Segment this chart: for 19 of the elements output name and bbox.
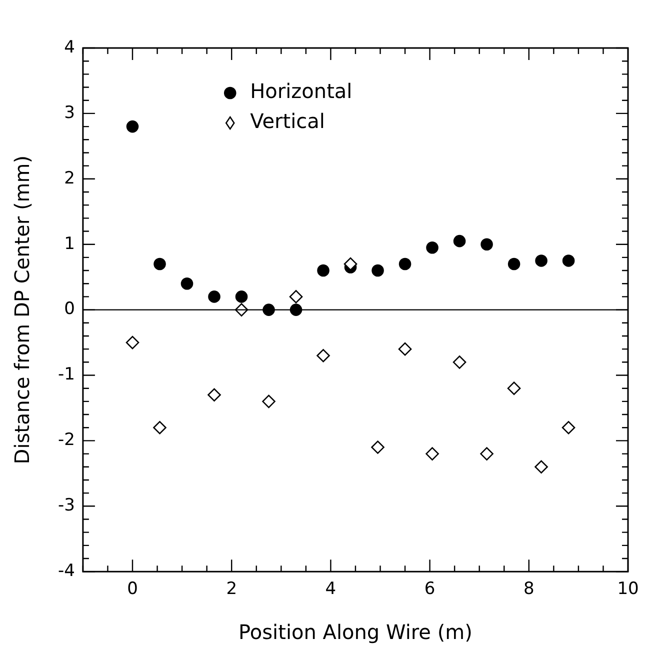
- y-tick-label: -4: [58, 561, 75, 582]
- x-tick-label: 8: [523, 579, 534, 600]
- x-tick-label: 4: [325, 579, 336, 600]
- legend-label: Horizontal: [250, 79, 352, 104]
- y-tick-label: 4: [64, 37, 75, 58]
- y-tick-label: 1: [64, 234, 75, 254]
- y-tick-label: -3: [58, 496, 75, 516]
- y-tick-label: -2: [58, 430, 75, 450]
- y-tick-label: 0: [64, 299, 75, 320]
- x-tick-label: 2: [226, 579, 238, 600]
- x-tick-label: 10: [617, 579, 639, 600]
- y-tick-label: -1: [58, 364, 75, 385]
- x-tick-label: 0: [127, 579, 138, 600]
- legend-label: Vertical: [250, 109, 325, 134]
- y-tick-label: 3: [64, 102, 75, 123]
- y-tick-label: 2: [64, 168, 75, 188]
- x-tick-label: 6: [424, 579, 436, 600]
- x-axis-title: Position Along Wire (m): [238, 620, 472, 644]
- y-axis-title: Distance from DP Center (mm): [10, 155, 34, 464]
